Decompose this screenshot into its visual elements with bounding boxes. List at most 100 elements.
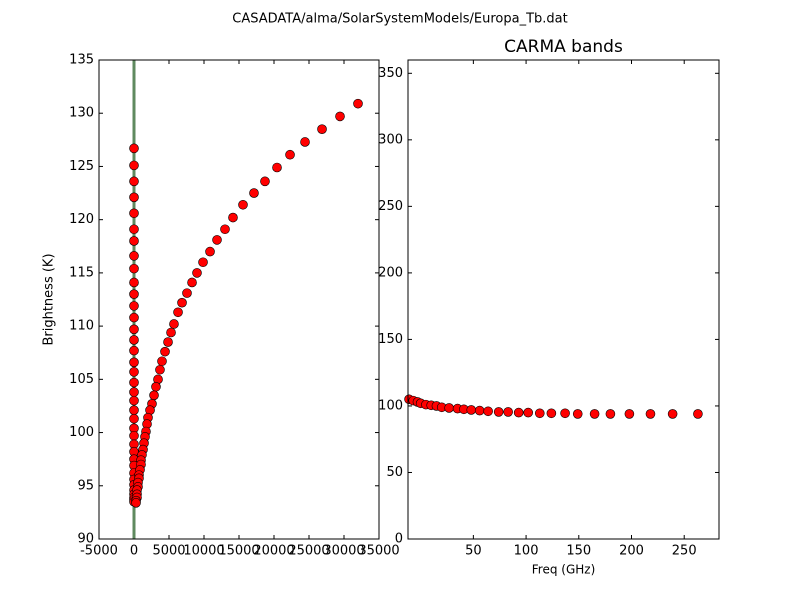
y-tick-label: 100 [69,425,94,440]
data-point [466,405,477,415]
data-point [129,430,139,441]
data-point [166,327,176,338]
data-point [160,346,170,357]
data-point [173,307,183,318]
data-point [129,277,139,288]
y-tick-label: 125 [69,159,94,174]
data-point [157,356,167,367]
x-tick-label: 30000 [323,544,364,559]
y-tick-label: 200 [378,265,403,280]
data-point [129,387,139,397]
x-tick-label: 20000 [253,544,294,559]
data-point [260,176,270,187]
data-point [523,407,533,418]
data-point [155,364,165,375]
data-point [129,160,139,171]
plot-frame [407,59,720,540]
data-point [129,192,139,203]
data-point [169,319,179,329]
y-tick-label: 110 [69,319,94,334]
y-tick-label: 50 [386,465,403,480]
x-tick-label: 15000 [218,544,259,559]
data-point [335,111,345,122]
data-point [493,407,504,417]
y-tick-label: 300 [378,132,403,147]
data-point [272,162,282,173]
data-point [546,408,557,419]
y-axis-label: Brightness (K) [42,253,57,345]
y-tick-label: 150 [378,332,403,347]
y-tick-label: 100 [378,398,403,413]
x-tick-label: 150 [566,544,591,559]
data-point [129,312,139,323]
data-point [163,337,173,347]
data-point [444,403,454,413]
data-point [129,395,139,406]
data-point [129,405,139,416]
x-tick-label: 250 [672,544,697,559]
data-point [129,324,139,335]
x-tick-label: -5000 [80,544,118,559]
data-point [129,345,139,356]
data-point [192,268,202,278]
y-tick-label: 135 [69,53,94,68]
x-tick-label: 200 [619,544,644,559]
data-point [220,224,230,235]
data-point [129,413,139,424]
data-point [503,407,513,417]
data-point [129,335,139,345]
y-tick-label: 0 [395,532,403,547]
plot-frame [98,59,380,540]
data-point [624,409,635,419]
data-point [317,124,327,134]
y-tick-label: 115 [69,265,94,280]
y-tick-label: 120 [69,212,94,227]
y-tick-label: 105 [69,372,94,387]
x-tick-label: 5000 [152,544,185,559]
data-point [129,236,139,246]
axes-title: CARMA bands [504,37,623,57]
x-tick-label: 0 [130,544,138,559]
x-tick-label: 10000 [183,544,224,559]
data-point [483,406,493,417]
data-point [129,143,139,154]
data-point [560,408,570,419]
data-point [605,409,616,419]
data-point [151,381,161,392]
data-point [129,263,139,274]
data-point [129,301,139,311]
data-point [534,408,545,419]
data-point [129,357,139,368]
data-point [513,407,524,418]
x-tick-label: 35000 [358,544,399,559]
data-point [667,409,678,419]
data-point [177,297,187,308]
data-point [228,212,238,223]
data-point [129,208,139,219]
y-tick-label: 350 [378,66,403,81]
data-point [249,188,259,198]
data-point [129,289,139,299]
plot-area [408,60,719,539]
data-point [212,235,222,245]
data-point [205,246,215,257]
data-point [131,498,141,508]
x-tick-label: 25000 [288,544,329,559]
data-point [198,257,208,268]
figure-title: CASADATA/alma/SolarSystemModels/Europa_T… [232,12,567,27]
data-point [645,409,656,419]
x-tick-label: 50 [465,544,482,559]
y-tick-label: 250 [378,199,403,214]
data-point [693,409,703,419]
data-point [300,137,310,147]
y-tick-label: 130 [69,106,94,121]
data-point [187,277,197,288]
data-point [129,377,139,388]
data-point [238,199,248,210]
data-point [589,409,600,419]
data-point [353,98,363,109]
data-point [285,149,295,160]
x-axis-label: Freq (GHz) [532,563,596,577]
y-tick-label: 90 [77,532,94,547]
